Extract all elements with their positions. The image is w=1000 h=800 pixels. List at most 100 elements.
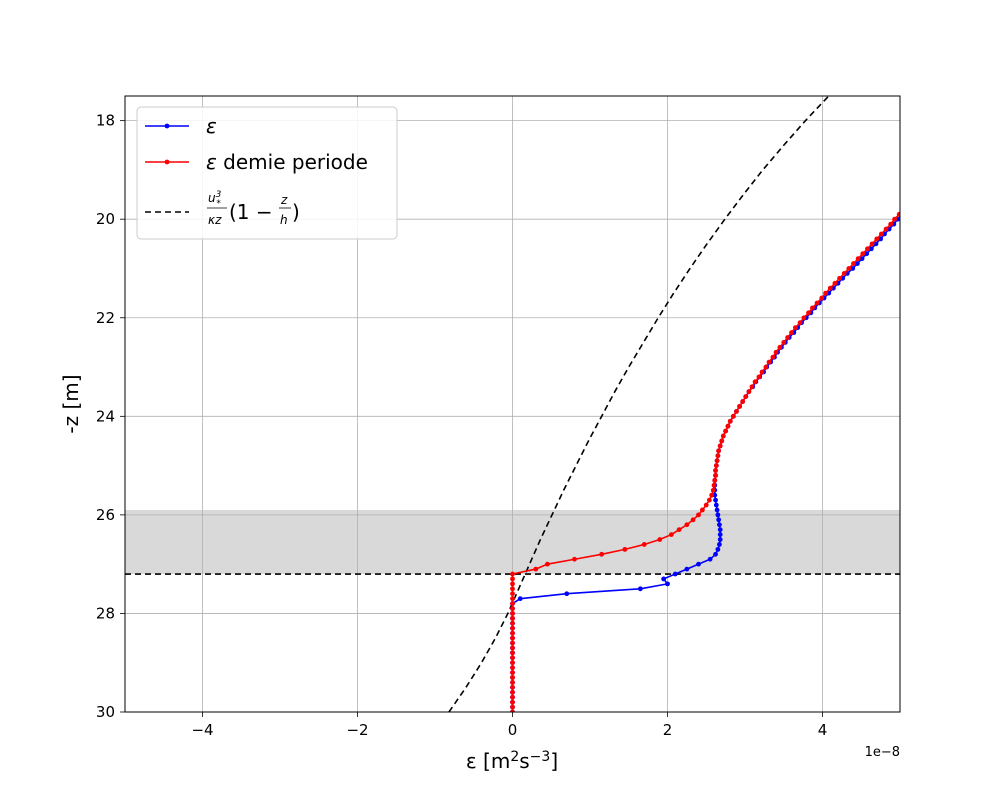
series-point-1 (510, 640, 515, 646)
series-point-1 (510, 576, 515, 582)
series-line-0 (511, 215, 900, 712)
series-point-1 (896, 211, 900, 217)
x-tick-label: 0 (508, 721, 518, 739)
series-point-0 (868, 246, 874, 252)
svg-text:h: h (280, 213, 288, 227)
series-line-1 (511, 212, 900, 712)
series-point-1 (737, 404, 742, 409)
series-point-1 (657, 537, 663, 542)
series-point-1 (756, 374, 762, 380)
legend-marker-epsilon-demie-periode (164, 159, 170, 165)
series-point-1 (510, 581, 515, 587)
series-point-1 (837, 275, 842, 281)
series-point-1 (801, 315, 807, 321)
series-point-1 (510, 586, 515, 592)
series-point-1 (719, 438, 725, 444)
series-point-1 (846, 266, 852, 271)
legend-box (136, 106, 398, 240)
series-point-1 (814, 300, 820, 306)
svg-text:): ) (292, 200, 300, 224)
series-point-1 (841, 271, 847, 276)
series-point-1 (641, 542, 647, 547)
series-point-0 (717, 542, 722, 547)
legend-marker-epsilon (164, 123, 170, 129)
legend-label-epsilon-demie-periode: ε demie periode (206, 150, 368, 174)
series-point-0 (717, 537, 723, 542)
series-point-1 (874, 236, 880, 242)
series-point-1 (510, 675, 515, 680)
series-point-1 (706, 497, 712, 503)
series-point-1 (510, 684, 515, 690)
series-point-1 (832, 280, 838, 286)
x-tick-label: 4 (818, 721, 828, 739)
series-point-1 (510, 601, 515, 606)
series-point-1 (792, 325, 798, 331)
series-point-1 (879, 231, 884, 237)
series-point-1 (823, 290, 828, 296)
series-point-1 (510, 655, 515, 661)
series-point-1 (766, 359, 772, 365)
series-point-1 (806, 310, 811, 316)
series-point-1 (763, 364, 769, 370)
series-line-2 (448, 96, 830, 712)
series-point-0 (684, 566, 690, 572)
series-point-1 (713, 468, 718, 473)
series-point-1 (770, 354, 776, 360)
series-point-1 (510, 571, 515, 577)
series-point-0 (717, 532, 723, 537)
series-point-0 (696, 561, 701, 567)
series-point-1 (883, 226, 889, 232)
y-tick-label: 30 (96, 703, 115, 721)
series-point-0 (713, 497, 718, 503)
series-point-0 (854, 261, 860, 266)
y-tick-label: 20 (96, 210, 115, 228)
series-point-1 (709, 492, 715, 498)
series-point-0 (715, 512, 721, 518)
series-point-1 (752, 379, 758, 385)
series-point-0 (716, 517, 722, 523)
series-point-1 (510, 665, 515, 671)
series-point-0 (713, 502, 719, 508)
svg-text:κz: κz (208, 213, 222, 227)
series-point-0 (637, 586, 643, 592)
series-point-0 (672, 571, 678, 577)
series-point-1 (510, 650, 515, 656)
series-point-1 (730, 413, 736, 419)
series-point-1 (510, 694, 515, 700)
series-point-1 (740, 399, 746, 404)
series-point-1 (510, 596, 515, 602)
x-offset-label: 1e−8 (865, 745, 900, 760)
y-tick-label: 24 (96, 407, 115, 425)
series-point-1 (510, 699, 515, 705)
series-point-1 (717, 443, 723, 449)
series-point-1 (715, 453, 721, 459)
series-point-0 (899, 213, 900, 215)
series-point-1 (712, 477, 718, 483)
series-point-0 (661, 576, 667, 582)
series-point-1 (544, 561, 550, 567)
series-point-1 (684, 522, 690, 528)
series-point-1 (734, 408, 739, 414)
series-point-1 (888, 221, 894, 227)
series-point-1 (759, 369, 765, 375)
series-point-0 (715, 546, 721, 552)
series-point-1 (510, 615, 515, 621)
series-point-1 (510, 709, 515, 712)
series-point-0 (878, 236, 884, 242)
series-point-1 (851, 261, 856, 266)
series-point-1 (510, 591, 515, 597)
series-point-1 (743, 394, 749, 400)
series-point-0 (850, 266, 856, 271)
series-point-1 (892, 216, 897, 222)
legend-label-law-of-wall: u3 * κz (1 − z h ) (207, 190, 300, 227)
series-point-1 (510, 625, 515, 631)
series-point-1 (797, 320, 803, 326)
series-point-1 (510, 620, 515, 626)
series-point-1 (510, 630, 515, 636)
series-point-1 (572, 556, 577, 562)
series-point-1 (713, 463, 719, 468)
x-axis-label: ε [m2s−3] (466, 749, 558, 773)
series-point-1 (690, 517, 696, 523)
